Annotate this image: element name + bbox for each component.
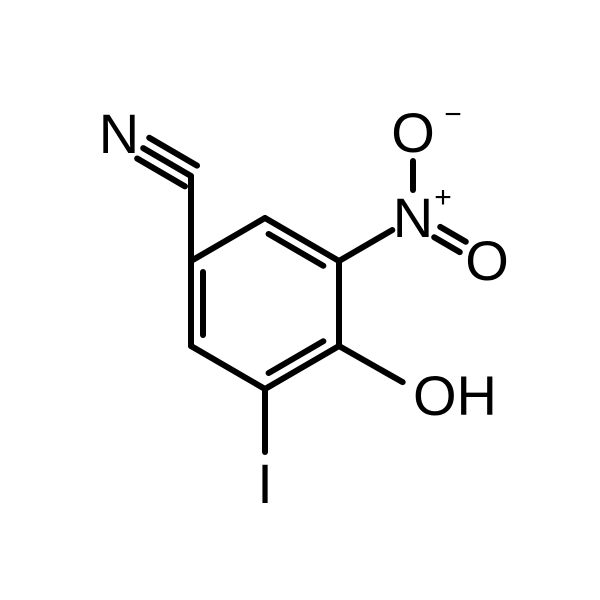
charge-O_minus: −: [444, 100, 462, 130]
atom-label-OH: OH: [413, 368, 497, 424]
atom-label-O_double: O: [465, 233, 509, 289]
atom-label-O_minus: O: [391, 105, 435, 161]
atom-label-N_NO2: N: [393, 190, 433, 246]
atom-label-N_CN: N: [99, 106, 139, 162]
molecule-diagram: NNOOOHI−+: [0, 0, 600, 600]
bond-layer: [0, 0, 600, 600]
charge-N_NO2: +: [434, 183, 452, 213]
atom-label-I: I: [257, 456, 273, 512]
